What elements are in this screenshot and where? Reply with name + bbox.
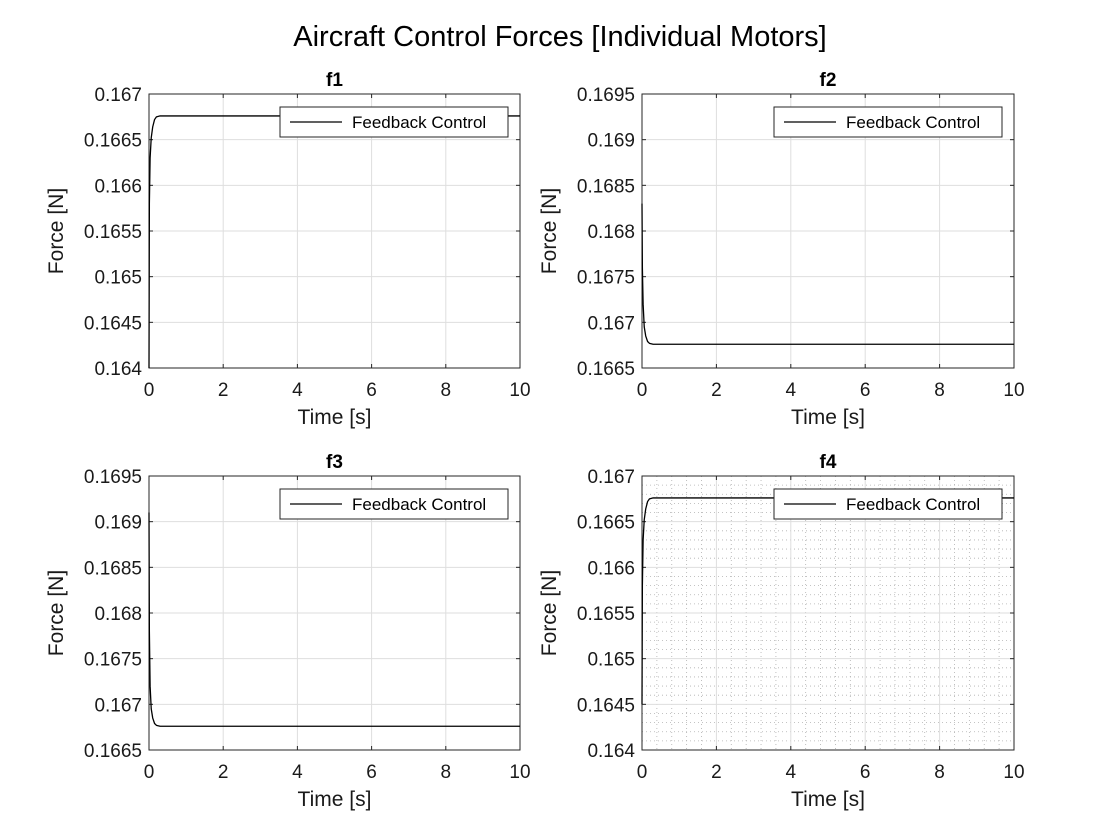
legend: Feedback Control	[773, 106, 1003, 138]
y-tick-label: 0.167	[587, 467, 635, 488]
x-tick-label: 0	[637, 380, 648, 401]
y-tick-label: 0.168	[94, 604, 142, 625]
x-tick-label: 0	[144, 762, 155, 783]
x-tick-label: 8	[934, 380, 945, 401]
y-tick-label: 0.1665	[84, 741, 142, 762]
y-tick-label: 0.1675	[577, 268, 635, 289]
x-tick-label: 6	[860, 380, 871, 401]
x-tick-label: 8	[934, 762, 945, 783]
y-tick-label: 0.1665	[84, 131, 142, 152]
y-tick-label: 0.169	[587, 131, 635, 152]
legend-label: Feedback Control	[846, 113, 980, 132]
subplot-title: f1	[326, 70, 343, 91]
y-tick-label: 0.164	[587, 741, 635, 762]
series-line	[641, 203, 1014, 345]
y-tick-label: 0.165	[94, 268, 142, 289]
y-tick-label: 0.1655	[84, 222, 142, 243]
x-tick-label: 2	[218, 762, 229, 783]
x-tick-label: 4	[292, 762, 303, 783]
subplot-2: 0 2 4 6 8 10 0.1665 0.167 0.1675 0.168 0.1685 0.169…	[538, 70, 1025, 429]
x-tick-label: 4	[786, 762, 797, 783]
x-tick-label: 10	[1003, 762, 1024, 783]
y-tick-label: 0.1695	[84, 467, 142, 488]
x-tick-label: 4	[292, 380, 303, 401]
x-axis-label: Time [s]	[791, 788, 865, 811]
y-tick-label: 0.168	[587, 222, 635, 243]
y-tick-label: 0.164	[94, 359, 142, 380]
x-tick-label: 2	[711, 762, 722, 783]
y-tick-label: 0.1685	[577, 176, 635, 197]
y-axis-label: Force [N]	[538, 570, 561, 656]
x-tick-label: 10	[509, 380, 530, 401]
y-tick-label: 0.1655	[577, 604, 635, 625]
x-tick-label: 10	[509, 762, 530, 783]
x-tick-label: 2	[711, 380, 722, 401]
y-tick-label: 0.1665	[577, 359, 635, 380]
x-tick-label: 6	[366, 380, 377, 401]
x-axis-label: Time [s]	[791, 406, 865, 429]
series-line	[148, 512, 520, 727]
y-axis-label: Force [N]	[538, 188, 561, 274]
y-tick-label: 0.1685	[84, 558, 142, 579]
x-tick-label: 0	[144, 380, 155, 401]
x-tick-label: 10	[1003, 380, 1024, 401]
x-tick-label: 4	[786, 380, 797, 401]
x-axis-label: Time [s]	[298, 406, 372, 429]
y-tick-label: 0.167	[587, 313, 635, 334]
y-tick-label: 0.166	[587, 558, 635, 579]
y-tick-label: 0.1645	[577, 695, 635, 716]
y-tick-label: 0.169	[94, 513, 142, 534]
y-tick-label: 0.1675	[84, 650, 142, 671]
x-tick-label: 6	[860, 762, 871, 783]
legend: Feedback Control	[773, 488, 1003, 520]
x-tick-label: 6	[366, 762, 377, 783]
legend-label: Feedback Control	[846, 495, 980, 514]
legend: Feedback Control	[279, 488, 509, 520]
y-tick-label: 0.167	[94, 695, 142, 716]
subplot-3: 0 2 4 6 8 10 0.1665 0.167 0.1675 0.168 0.1685 0.169…	[45, 452, 531, 811]
y-tick-label: 0.1695	[577, 85, 635, 106]
x-tick-label: 2	[218, 380, 229, 401]
legend-label: Feedback Control	[352, 495, 486, 514]
y-tick-label: 0.1645	[84, 313, 142, 334]
y-tick-label: 0.165	[587, 650, 635, 671]
subplot-title: f2	[820, 70, 837, 91]
subplot-4: 0 2 4 6 8 10 0.164 0.1645 0.165 0.1655 0.166 0.1665…	[538, 452, 1025, 811]
y-tick-label: 0.166	[94, 176, 142, 197]
subplot-title: f4	[820, 452, 837, 473]
y-tick-label: 0.167	[94, 85, 142, 106]
y-axis-label: Force [N]	[45, 188, 68, 274]
subplot-1: 0 2 4 6 8 10 0.164 0.1645 0.165 0.1655 0.166 0.1665…	[45, 70, 531, 429]
figure-title: Aircraft Control Forces [Individual Moto…	[293, 21, 826, 53]
x-tick-label: 0	[637, 762, 648, 783]
y-axis-label: Force [N]	[45, 570, 68, 656]
x-tick-label: 8	[441, 380, 452, 401]
y-tick-label: 0.1665	[577, 513, 635, 534]
x-axis-label: Time [s]	[298, 788, 372, 811]
x-tick-label: 8	[441, 762, 452, 783]
legend-label: Feedback Control	[352, 113, 486, 132]
subplot-title: f3	[326, 452, 343, 473]
subplot-grid: 0 2 4 6 8 10 0.164 0.1645 0.165 0.1655 0.166 0.1665…	[45, 70, 1025, 811]
legend: Feedback Control	[279, 106, 509, 138]
